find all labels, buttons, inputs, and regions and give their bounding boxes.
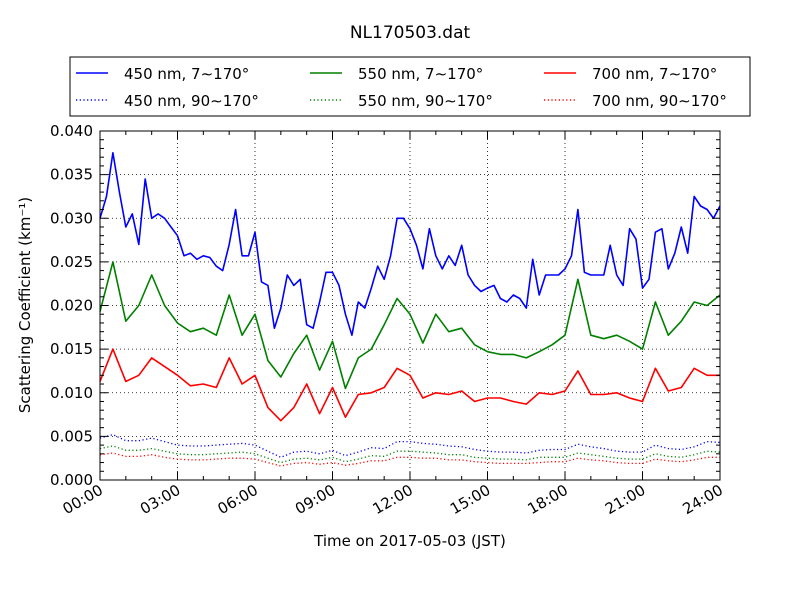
legend-frame [69, 56, 751, 117]
legend-label-2: 550 nm, 7∼170° [358, 65, 483, 83]
x-axis-label: Time on 2017-05-03 (JST) [313, 532, 506, 550]
y-tick-label: 0.040 [50, 122, 93, 140]
legend: 450 nm, 7∼170° 550 nm, 7∼170° 700 nm, 7∼17… [69, 56, 751, 117]
y-axis-label: Scattering Coefficient (km⁻¹) [16, 197, 34, 413]
y-tick-label: 0.035 [50, 166, 93, 184]
chart-title: NL170503.dat [350, 23, 471, 43]
y-tick-label: 0.025 [50, 253, 93, 271]
legend-label-3: 700 nm, 7∼170° [592, 65, 717, 83]
series-line-3 [99, 348, 720, 422]
y-tick-label: 0.000 [50, 471, 93, 489]
y-tick-label: 0.010 [50, 384, 93, 402]
legend-label-6: 700 nm, 90∼170° [592, 92, 727, 110]
legend-label-4: 450 nm, 90∼170° [124, 92, 259, 110]
y-tick-label: 0.015 [50, 340, 93, 358]
legend-label-5: 550 nm, 90∼170° [358, 92, 493, 110]
series-group [99, 152, 721, 467]
y-tick-label: 0.005 [50, 427, 93, 445]
series-line-6 [99, 452, 720, 467]
series-line-1 [99, 152, 721, 337]
y-tick-label: 0.020 [50, 297, 93, 315]
y-tick-label: 0.030 [50, 209, 93, 227]
legend-label-1: 450 nm, 7∼170° [124, 65, 249, 83]
series-line-2 [99, 261, 721, 390]
